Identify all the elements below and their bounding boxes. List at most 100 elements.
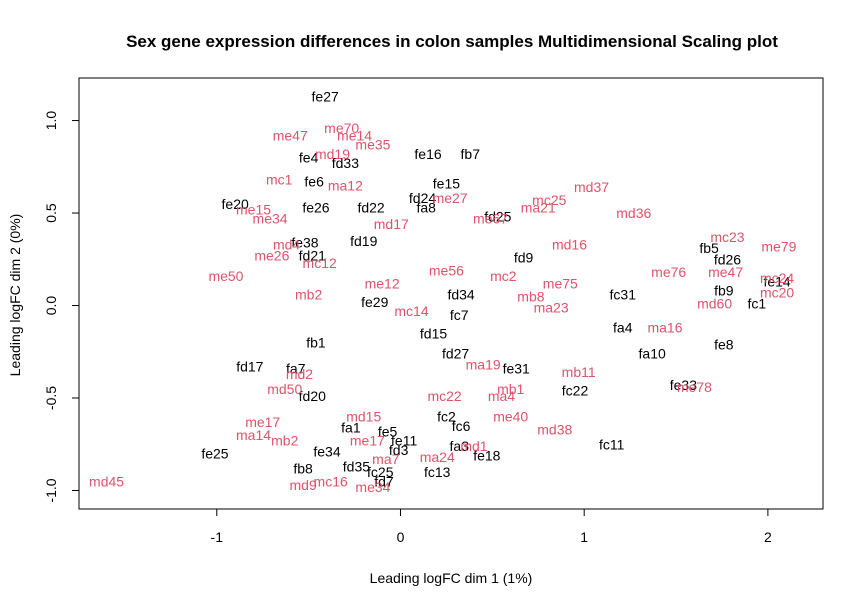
sample-label-female: fb5 <box>699 240 719 256</box>
sample-label-male: mc20 <box>760 285 794 301</box>
sample-label-male: me70 <box>324 120 359 136</box>
sample-label-female: fc1 <box>748 296 767 312</box>
sample-label-male: mb8 <box>517 288 544 304</box>
sample-label-female: fe29 <box>361 294 388 310</box>
sample-label-male: md17 <box>374 216 409 232</box>
sample-label-female: fa4 <box>613 320 633 336</box>
sample-label-female: fd25 <box>484 209 511 225</box>
sample-label-male: md50 <box>267 381 302 397</box>
sample-label-male: md4 <box>273 236 300 252</box>
sample-label-male: mb2 <box>271 433 298 449</box>
sample-label-female: fe27 <box>312 88 339 104</box>
sample-label-female: fa3 <box>450 438 470 454</box>
sample-label-female: fd17 <box>236 359 263 375</box>
sample-label-male: mc1 <box>266 172 293 188</box>
sample-label-female: fe31 <box>503 360 530 376</box>
sample-label-male: me40 <box>493 409 528 425</box>
sample-label-male: md1 <box>460 438 487 454</box>
sample-label-male: mb1 <box>497 381 524 397</box>
sample-label-male: ma12 <box>328 177 363 193</box>
sample-label-female: fb7 <box>461 146 481 162</box>
sample-label-male: md19 <box>315 146 350 162</box>
sample-label-female: fd19 <box>350 233 377 249</box>
sample-label-male: md37 <box>574 179 609 195</box>
sample-label-female: fd24 <box>409 190 436 206</box>
sample-label-female: fc31 <box>610 286 637 302</box>
sample-label-male: me56 <box>429 262 464 278</box>
sample-label-male: mc16 <box>314 473 348 489</box>
sample-label-female: fe6 <box>304 174 324 190</box>
sample-label-female: fe15 <box>433 175 460 191</box>
sample-label-male: mc24 <box>760 270 794 286</box>
x-axis: -1 0 1 2 <box>211 508 772 545</box>
sample-label-female: fe20 <box>222 196 249 212</box>
sample-label-male: md36 <box>616 205 651 221</box>
sample-label-male: mb11 <box>562 364 596 380</box>
x-axis-label: Leading logFC dim 1 (1%) <box>370 570 533 586</box>
sample-label-female: fa10 <box>639 346 666 362</box>
sample-label-male: me26 <box>254 248 289 264</box>
sample-label-male: me50 <box>208 268 243 284</box>
sample-label-male: mc14 <box>394 303 428 319</box>
sample-label-female: fe34 <box>313 444 340 460</box>
sample-label-male: me15 <box>236 201 271 217</box>
sample-label-male: ma24 <box>420 449 455 465</box>
sample-label-male: md45 <box>89 473 124 489</box>
sample-label-male: me75 <box>543 275 578 291</box>
sample-label-female: fc6 <box>452 418 471 434</box>
sample-label-male: me47 <box>273 127 308 143</box>
sample-label-female: fd26 <box>714 251 741 267</box>
sample-label-female: fd35 <box>343 458 370 474</box>
sample-label-male: ma16 <box>647 320 682 336</box>
sample-label-male: me17 <box>350 433 385 449</box>
sample-label-female: fc13 <box>424 464 451 480</box>
y-tick-label: -0.5 <box>43 386 59 410</box>
x-tick-label: -1 <box>211 529 224 545</box>
sample-label-male: me14 <box>337 127 372 143</box>
sample-label-male: md2 <box>286 366 313 382</box>
y-tick-label: 0.5 <box>43 203 59 223</box>
sample-label-female: fd9 <box>514 249 534 265</box>
sample-label-female: fc11 <box>599 436 625 452</box>
sample-label-male: me34 <box>253 211 288 227</box>
sample-label-female: fd21 <box>299 248 326 264</box>
sample-label-female: fd3 <box>389 442 409 458</box>
sample-label-female: fc7 <box>450 307 469 323</box>
sample-label-female: fe8 <box>714 336 734 352</box>
sample-label-male: me76 <box>651 264 686 280</box>
sample-label-male: md9 <box>290 477 317 493</box>
sample-label-male: me12 <box>365 275 400 291</box>
sample-label-female: fe18 <box>473 447 500 463</box>
sample-label-female: fb9 <box>714 283 734 299</box>
sample-label-female: fb1 <box>306 335 326 351</box>
sample-label-male: mc2 <box>490 268 517 284</box>
sample-label-female: fa8 <box>416 199 436 215</box>
sample-label-female: fc25 <box>367 464 394 480</box>
x-tick-label: 0 <box>397 529 405 545</box>
sample-label-male: ma23 <box>534 299 569 315</box>
sample-label-male: ma19 <box>466 357 501 373</box>
sample-label-female: fd7 <box>374 473 394 489</box>
sample-label-female: fe11 <box>391 433 417 449</box>
sample-label-male: md38 <box>537 421 572 437</box>
sample-label-female: fe33 <box>670 377 697 393</box>
sample-label-male: me17 <box>245 414 280 430</box>
sample-label-male: mb2 <box>295 286 322 302</box>
sample-label-male: me27 <box>433 190 468 206</box>
y-axis-label: Leading logFC dim 2 (0%) <box>7 214 23 377</box>
sample-label-female: fb8 <box>293 460 313 476</box>
y-axis: -1.0 -0.5 0.0 0.5 1.0 <box>43 111 80 503</box>
sample-label-male: md60 <box>697 296 732 312</box>
sample-label-male: me35 <box>355 137 390 153</box>
y-tick-label: 0.0 <box>43 296 59 316</box>
sample-label-male: mc23 <box>710 229 744 245</box>
sample-label-female: fa1 <box>341 420 361 436</box>
sample-label-female: fd20 <box>299 388 326 404</box>
chart-title: Sex gene expression differences in colon… <box>126 32 778 51</box>
sample-label-male: me34 <box>355 479 390 495</box>
sample-label-female: fd33 <box>332 155 359 171</box>
sample-label-male: me79 <box>761 238 796 254</box>
sample-label-male: ma14 <box>236 427 271 443</box>
x-tick-label: 1 <box>580 529 588 545</box>
